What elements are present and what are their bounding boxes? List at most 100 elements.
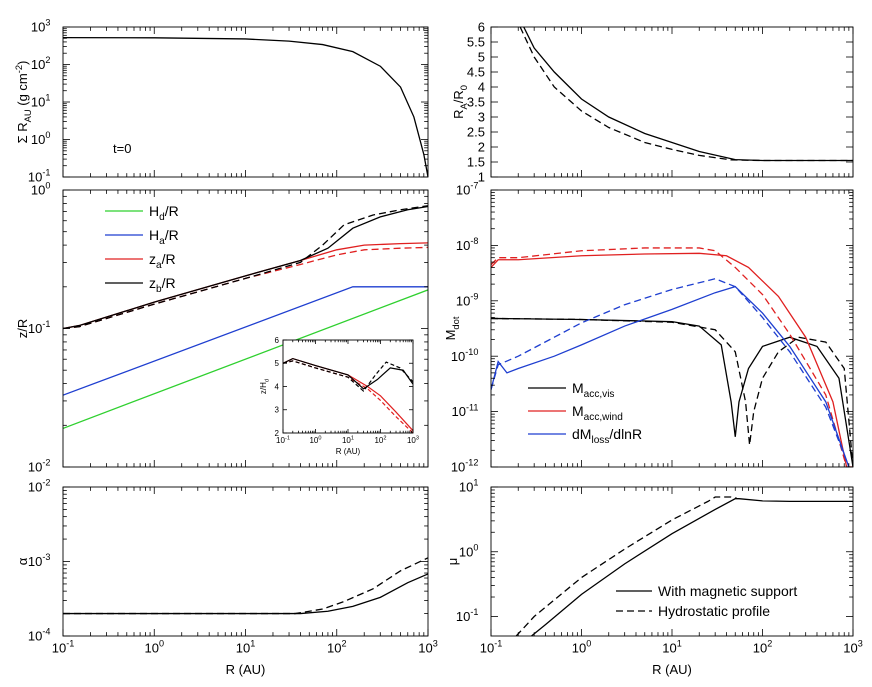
panel-sigma: 10-1 100 101 102 103 Σ RAU​ (g cm-2​) t=0 <box>14 18 429 185</box>
mdot-frame <box>490 189 854 468</box>
tick-label: 10-10 <box>451 347 479 364</box>
tick-label: 10-2 <box>28 478 51 495</box>
ra-frame <box>490 26 854 178</box>
tick-label: 10-2 <box>28 458 51 475</box>
panel-alpha: 10-1 100 101 102 103 10-4 10-3 10-2 α R (AU) <box>15 478 438 677</box>
tick-label: 100 <box>144 638 164 655</box>
zr-ylabel: z/R <box>15 319 30 339</box>
mdot-ticks <box>490 189 854 468</box>
tick-label: 101 <box>459 478 479 495</box>
tick-label: 2 <box>275 429 280 438</box>
inset-xlabel: R (AU) <box>336 447 361 456</box>
tick-label: 3 <box>478 110 485 125</box>
legend-label: Hydrostatic profile <box>658 603 770 619</box>
inset-ticks <box>282 339 414 434</box>
mdot-tick-labels: 10-12 10-11 10-10 10-9 10-8 10-7 <box>451 181 479 475</box>
tick-label: 103 <box>407 435 419 445</box>
inset-series <box>283 357 413 433</box>
tick-label: 2.5 <box>467 125 485 140</box>
tick-label: 100 <box>309 435 321 445</box>
mu-line-with-magnetic-support <box>531 498 853 636</box>
sigma-annotation: t=0 <box>113 141 131 156</box>
zr-legend: Hd​/R Ha​/R za​/R zb​/R <box>105 203 179 295</box>
tick-label: 100 <box>31 130 51 147</box>
tick-label: 100 <box>459 542 479 559</box>
tick-label: 102 <box>31 55 51 72</box>
inset-line-z-b-h-d-hydrostatic <box>283 360 413 393</box>
tick-label: 10-1 <box>276 435 290 445</box>
ra-ticks <box>490 26 854 178</box>
inset-line-z-b-h-d <box>283 357 413 390</box>
alpha-line-with-magnetic-support <box>63 573 428 615</box>
legend-label: za​/R <box>149 251 176 271</box>
mu-tick-labels: 10-1 100 101 102 103 10-1 100 101 <box>456 478 863 656</box>
tick-label: 10-1 <box>28 319 51 336</box>
tick-label: 102 <box>327 638 347 655</box>
tick-label: 6 <box>275 336 280 345</box>
sigma-ylabel: Σ RAU​ (g cm-2​) <box>14 61 33 144</box>
mdot-line-m-acc-wind <box>491 252 853 467</box>
panel-mu: 10-1 100 101 102 103 10-1 100 101 μ R (AU) With ma… <box>445 478 863 677</box>
ra-line-with-magnetic-support <box>523 27 853 162</box>
mdot-legend: Macc,vis​ Macc,wind​ dMloss​/dlnR <box>528 380 642 446</box>
tick-label: 1.5 <box>467 155 485 170</box>
tick-label: 4.5 <box>467 65 485 80</box>
mdot-line-m-acc-wind-hydrostatic <box>491 247 853 467</box>
tick-label: 2 <box>478 140 485 155</box>
tick-label: 10-7 <box>456 181 479 198</box>
tick-label: 3 <box>275 406 280 415</box>
mu-legend: With magnetic support Hydrostatic profile <box>616 583 797 619</box>
tick-label: 101 <box>236 638 256 655</box>
legend-label: dMloss​/dlnR <box>572 426 642 446</box>
alpha-ticks <box>62 486 429 637</box>
tick-label: 10-4 <box>28 627 51 644</box>
zr-tick-labels: 10-2 10-1 100 <box>28 181 51 475</box>
zr-line-z-b-r <box>63 205 428 330</box>
mdot-line-dm-loss-dlnr-hydrostatic <box>491 278 850 467</box>
mdot-line-m-acc-vis <box>491 317 853 467</box>
tick-label: 6 <box>478 20 485 35</box>
zr-line-z-a-r-hydrostatic <box>63 246 428 330</box>
legend-label: Macc,vis​ <box>572 380 614 400</box>
mu-line-hydrostatic-profile <box>515 496 737 636</box>
tick-label: 101 <box>342 435 354 445</box>
legend-label: With magnetic support <box>658 583 797 599</box>
zr-line-z-b-r-hydrostatic <box>63 205 428 330</box>
tick-label: 10-3 <box>28 552 51 569</box>
tick-label: 10-1 <box>456 607 479 624</box>
tick-label: 5 <box>478 50 485 65</box>
tick-label: 3.5 <box>467 95 485 110</box>
legend-label: Macc,wind​ <box>572 403 623 423</box>
tick-label: 5.5 <box>467 35 485 50</box>
sigma-ticks <box>62 26 429 178</box>
tick-label: 4 <box>275 382 280 391</box>
tick-label: 10-9 <box>456 292 479 309</box>
sigma-series <box>63 37 428 177</box>
alpha-line-hydrostatic-profile <box>63 557 428 615</box>
mu-ylabel: μ <box>445 558 460 566</box>
mdot-ylabel: Mdot​ <box>443 316 461 340</box>
tick-label: 10-1 <box>52 638 75 655</box>
ra-series <box>519 27 853 162</box>
legend-label: zb​/R <box>149 275 176 295</box>
inset-background <box>283 340 413 433</box>
tick-label: 10-1 <box>480 638 503 655</box>
sigma-tick-labels: 10-1 100 101 102 103 <box>28 18 51 185</box>
tick-label: 1 <box>478 170 485 185</box>
tick-label: 10-8 <box>456 236 479 253</box>
mu-xlabel: R (AU) <box>652 662 692 677</box>
tick-label: 10-11 <box>452 402 479 419</box>
zr-ticks <box>62 189 429 468</box>
tick-label: 100 <box>31 181 51 198</box>
tick-label: 10-12 <box>451 458 479 475</box>
ra-ylabel: RA​/R0​ <box>451 85 469 119</box>
panel-mdot: 10-12 10-11 10-10 10-9 10-8 10-7 Mdot​ Macc,vis… <box>443 181 854 475</box>
tick-label: 101 <box>662 638 682 655</box>
tick-label: 10-1 <box>28 168 51 185</box>
alpha-xlabel: R (AU) <box>226 662 266 677</box>
alpha-series <box>63 557 428 615</box>
mu-ticks <box>490 486 854 636</box>
panel-zr: 10-2 10-1 100 z/R Hd​/R Ha​/R za​/R zb​/R <box>15 181 429 475</box>
